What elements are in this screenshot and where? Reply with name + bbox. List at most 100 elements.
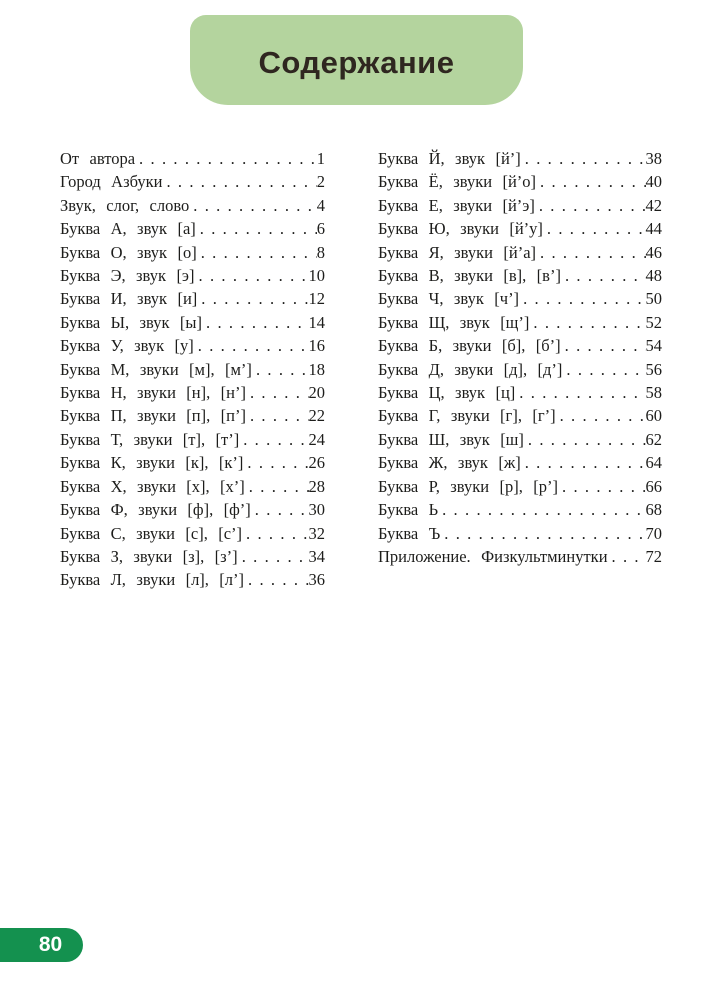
toc-leader-dots [251,498,309,521]
toc-leader-dots [562,358,645,381]
toc-leader-dots [529,311,645,334]
toc-entry-label: Буква Ц, звук [ц] [378,383,516,403]
toc-leader-dots [561,334,646,357]
toc-entry: Буква Х, звуки [х], [х’] 28 [60,475,325,498]
toc-leader-dots [536,170,645,193]
toc-entry-page: 68 [645,500,663,520]
toc-entry-label: Звук, слог, слово [60,195,190,215]
toc-entry-label: Буква К, звуки [к], [к’] [60,453,244,473]
toc-entry: Буква Я, звуки [й’а] 46 [378,241,662,264]
toc-entry-page: 40 [645,172,663,192]
toc-entry-label: Буква А, звук [а] [60,219,196,239]
toc-entry-label: Буква М, звуки [м], [м’] [60,359,252,379]
toc-leader-dots [195,264,309,287]
toc-entry-page: 32 [308,523,326,543]
toc-entry-page: 60 [645,406,663,426]
toc-leader-dots [202,311,308,334]
toc-entry-page: 58 [645,383,663,403]
toc-entry-page: 30 [308,500,326,520]
toc-entry-page: 64 [645,453,663,473]
toc-leader-dots [535,194,646,217]
toc-leader-dots [558,475,646,498]
toc-leader-dots [242,522,308,545]
toc-entry: Буква Т, звуки [т], [т’] 24 [60,428,325,451]
toc-entry-page: 62 [645,429,663,449]
toc-entry: Буква В, звуки [в], [в’] 48 [378,264,662,287]
toc-entry: Буква К, звуки [к], [к’] 26 [60,451,325,474]
toc-entry-label: Буква Ю, звуки [й’у] [378,219,543,239]
toc-entry: Буква Ж, звук [ж] 64 [378,451,662,474]
toc-entry-label: Буква Х, звуки [х], [х’] [60,476,245,496]
toc-leader-dots [438,498,645,521]
toc-entry: Буква Ё, звуки [й’о] 40 [378,170,662,193]
toc-leader-dots [243,451,308,474]
toc-entry-label: Буква О, звук [о] [60,242,197,262]
toc-column-right: Буква Й, звук [й’] 38 Буква Ё, звуки [й’о]… [378,147,662,592]
toc-entry: Буква Б, звуки [б], [б’] 54 [378,334,662,357]
toc-entry: Буква Ч, звук [ч’] 50 [378,287,662,310]
toc-entry-page: 52 [645,312,663,332]
toc-entry-page: 8 [316,242,325,262]
toc-entry-page: 42 [645,195,663,215]
toc-leader-dots [515,381,645,404]
toc-entry: Приложение. Физкультминутки 72 [378,545,662,568]
toc-entry-label: Буква Д, звуки [д], [д’] [378,359,563,379]
toc-entry: Буква Р, звуки [р], [р’] 66 [378,475,662,498]
toc-entry-label: Буква Е, звуки [й’э] [378,195,535,215]
toc-entry-label: Буква Я, звуки [й’а] [378,242,537,262]
toc-entry-label: Приложение. Физкультминутки [378,546,608,566]
toc-entry-page: 2 [316,172,325,192]
toc-entry-label: От автора [60,149,136,168]
toc-entry-label: Город Азбуки [60,172,163,192]
toc-entry: Буква Ю, звуки [й’у] 44 [378,217,662,240]
toc-entry: Буква У, звук [у] 16 [60,334,325,357]
toc-leader-dots [244,568,308,591]
toc-leader-dots [238,545,309,568]
toc-entry-page: 44 [645,219,663,239]
toc-entry-label: Буква Г, звуки [г], [г’] [378,406,556,426]
page-number: 80 [38,933,63,956]
toc-leader-dots [543,217,646,240]
toc-entry: Буква С, звуки [с], [с’] 32 [60,522,325,545]
toc-entry-page: 14 [308,312,326,332]
toc-entry-label: Буква Ы, звук [ы] [60,312,203,332]
toc-entry-label: Буква И, звук [и] [60,289,198,309]
toc-entry: Буква И, звук [и] 12 [60,287,325,310]
toc-entry-label: Буква В, звуки [в], [в’] [378,266,561,286]
toc-leader-dots [524,428,646,451]
toc-entry-page: 18 [308,359,326,379]
toc-leader-dots [194,334,309,357]
toc-entry-page: 46 [645,242,663,262]
toc-entry-label: Буква Н, звуки [н], [н’] [60,383,246,403]
toc-entry-page: 20 [308,383,326,403]
toc-leader-dots [440,522,645,545]
toc-entry-page: 10 [308,266,326,286]
toc-leader-dots [197,287,308,310]
toc-leader-dots [536,241,645,264]
toc-entry-label: Буква Ъ [378,523,441,543]
toc-column-left: От автора 1 Город Азбуки 2 Звук, слог, слово… [60,147,325,592]
toc-entry: Буква Н, звуки [н], [н’] 20 [60,381,325,404]
toc-entry-label: Буква Э, звук [э] [60,266,195,286]
toc-entry-page: 6 [316,219,325,239]
toc-entry-page: 66 [645,476,663,496]
toc-entry-page: 70 [645,523,663,543]
toc-entry-label: Буква Ё, звуки [й’о] [378,172,537,192]
toc-entry-page: 54 [645,336,663,356]
toc-entry: Буква Д, звуки [д], [д’] 56 [378,358,662,381]
toc-entry: Буква Й, звук [й’] 38 [378,147,662,170]
toc-entry-page: 26 [308,453,326,473]
toc-entry: От автора 1 [60,147,325,170]
toc-leader-dots [556,404,646,427]
toc-entry-label: Буква Ь [378,500,439,520]
toc-leader-dots [189,194,317,217]
toc-entry-label: Буква Ф, звуки [ф], [ф’] [60,500,251,520]
toc-entry-page: 48 [645,266,663,286]
toc-entry-label: Буква Й, звук [й’] [378,149,521,168]
toc-leader-dots [239,428,308,451]
toc-entry: Буква Л, звуки [л], [л’] 36 [60,568,325,591]
toc-entry-page: 1 [316,149,325,168]
toc-entry-label: Буква Б, звуки [б], [б’] [378,336,561,356]
page-number-badge: 80 [0,928,83,962]
toc-leader-dots [245,475,309,498]
